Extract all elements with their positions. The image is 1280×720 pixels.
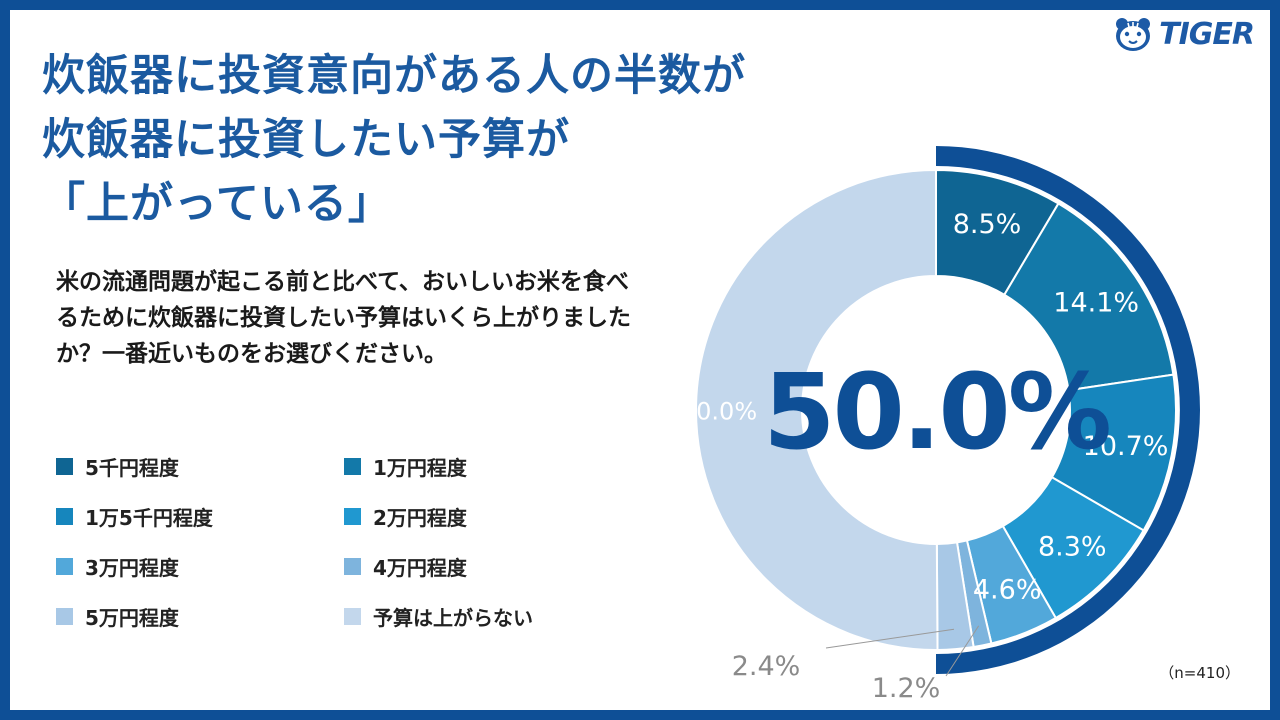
legend-item-3man: 3万円程度	[56, 552, 344, 580]
legend-swatch	[56, 457, 73, 475]
label-leader-line	[825, 628, 955, 649]
slice-label: 1.2%	[872, 673, 941, 704]
center-value-label: 50.0%	[763, 351, 1109, 473]
sample-size-note: （n=410）	[1159, 664, 1240, 682]
legend-label: 3万円程度	[85, 555, 179, 580]
label-leader-line	[945, 625, 980, 677]
tiger-face-icon	[1116, 18, 1151, 51]
legend-label: 5万円程度	[85, 605, 179, 630]
legend-item-5man: 5万円程度	[56, 602, 344, 630]
headline-line-1: 炊飯器に投資意向がある人の半数が	[42, 51, 746, 101]
legend-item-4man: 4万円程度	[344, 552, 632, 580]
headline-line-3: 「上がっている」	[42, 179, 392, 229]
slice-label: 2.4%	[732, 651, 801, 682]
legend-item-5sen: 5千円程度	[56, 452, 344, 480]
legend-swatch	[344, 557, 361, 575]
legend-label: 予算は上がらない	[373, 605, 533, 630]
legend-item-1man: 1万円程度	[344, 452, 632, 480]
slice-label: 8.5%	[953, 209, 1022, 240]
legend-swatch	[56, 507, 73, 525]
pie-slice	[695, 168, 939, 651]
legend-label: 1万5千円程度	[85, 505, 213, 530]
legend-item-1man5sen: 1万5千円程度	[56, 502, 344, 530]
legend-item-no-increase: 予算は上がらない	[344, 602, 632, 630]
legend-swatch	[56, 557, 73, 575]
slice-label: 50.0%	[681, 398, 757, 426]
slice-label: 14.1%	[1053, 287, 1139, 318]
chart-legend: 5千円程度 1万円程度 1万5千円程度 2万円程度 3万円程度 4万円程度 5万…	[56, 452, 636, 630]
slice-label: 10.7%	[1083, 431, 1169, 462]
legend-swatch	[56, 607, 73, 625]
logo-text: TIGER	[1159, 16, 1255, 52]
tiger-logo: TIGER	[1113, 16, 1255, 52]
legend-swatch	[344, 507, 361, 525]
legend-label: 2万円程度	[373, 505, 467, 530]
legend-swatch	[344, 607, 361, 625]
survey-question: 米の流通問題が起こる前と比べて、おいしいお米を食べるために炊飯器に投資したい予算…	[56, 269, 631, 367]
slice-label: 4.6%	[973, 574, 1042, 605]
headline: 炊飯器に投資意向がある人の半数が 炊飯器に投資したい予算が 「上がっている」	[42, 44, 746, 236]
legend-item-2man: 2万円程度	[344, 502, 632, 530]
legend-label: 5千円程度	[85, 455, 179, 480]
legend-label: 4万円程度	[373, 555, 467, 580]
headline-line-2: 炊飯器に投資したい予算が	[42, 115, 570, 165]
legend-label: 1万円程度	[373, 455, 467, 480]
slice-label: 8.3%	[1038, 532, 1107, 563]
legend-swatch	[344, 457, 361, 475]
